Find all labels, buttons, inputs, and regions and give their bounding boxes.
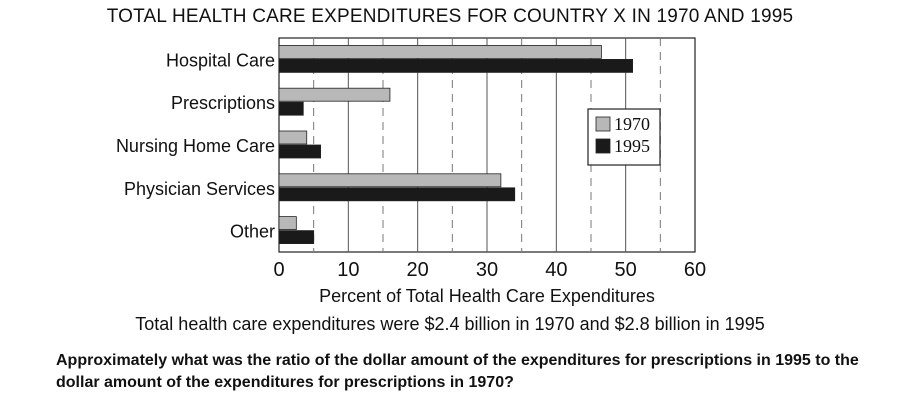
bar-chart: Hospital Care Prescriptions Nursing Home C… (116, 37, 706, 306)
x-tick-label: 0 (273, 259, 284, 281)
x-tick-label: 30 (476, 259, 498, 281)
category-label-nursing-home-care: Nursing Home Care (116, 136, 275, 156)
legend-label-1995: 1995 (614, 136, 650, 156)
bar-other-1995 (278, 230, 315, 245)
category-label-hospital-care: Hospital Care (166, 50, 275, 70)
x-axis-label: Percent of Total Health Care Expenditure… (319, 286, 655, 306)
legend-swatch-1970 (595, 116, 611, 132)
bar-prescriptions-1970 (278, 87, 391, 102)
bar-nursing-home-care-1970 (278, 130, 308, 145)
x-tick-label: 20 (407, 259, 429, 281)
x-tick-label: 60 (684, 259, 706, 281)
question-text: Approximately what was the ratio of the … (56, 352, 859, 391)
bar-hospital-care-1970 (278, 45, 602, 59)
x-tick-label: 10 (337, 259, 359, 281)
legend-label-1970: 1970 (614, 114, 650, 134)
expenditure-note: Total health care expenditures were $2.4… (135, 314, 765, 334)
bar-other-1970 (278, 216, 297, 231)
bar-nursing-home-care-1995 (278, 144, 321, 159)
category-label-other: Other (230, 222, 275, 242)
chart-title: TOTAL HEALTH CARE EXPENDITURES FOR COUNT… (106, 6, 794, 27)
x-tick-label: 40 (545, 259, 567, 281)
bar-physician-services-1970 (278, 173, 502, 188)
category-label-prescriptions: Prescriptions (171, 93, 275, 113)
legend-swatch-1995 (595, 138, 611, 154)
x-tick-label: 50 (615, 259, 637, 281)
bar-prescriptions-1995 (278, 101, 304, 116)
category-label-physician-services: Physician Services (124, 179, 275, 199)
bar-hospital-care-1995 (278, 59, 634, 73)
bar-physician-services-1995 (278, 187, 516, 202)
